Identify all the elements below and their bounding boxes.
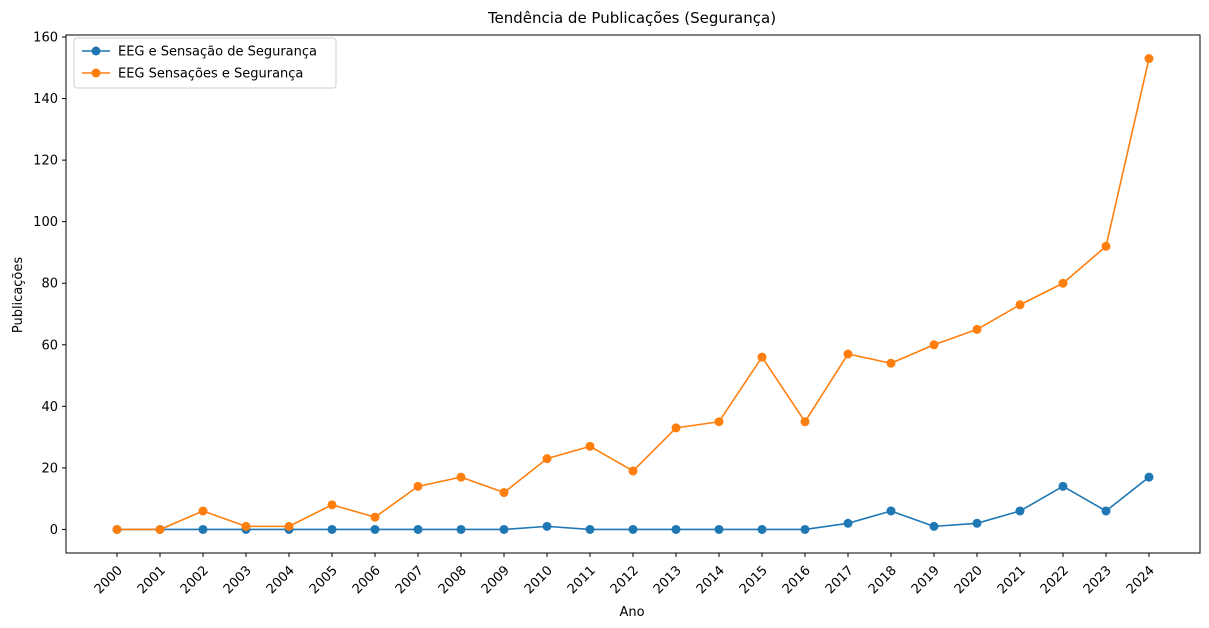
x-tick-label: 2018 <box>866 563 900 597</box>
series-2-point <box>886 358 896 368</box>
y-tick-label: 60 <box>41 338 58 353</box>
legend: EEG e Sensação de Segurança EEG Sensações… <box>73 37 337 89</box>
y-axis-label: Publicações <box>11 257 26 334</box>
x-tick-label: 2002 <box>178 563 212 597</box>
series-1-point <box>843 518 853 528</box>
x-tick-label: 2001 <box>135 563 169 597</box>
series-1-point <box>542 521 552 531</box>
series-1-point <box>499 524 509 534</box>
series-1-point <box>370 524 380 534</box>
y-tick-label: 120 <box>33 154 58 169</box>
series-1-point <box>327 524 337 534</box>
series-1-point <box>1015 506 1025 516</box>
x-tick-label: 2008 <box>436 563 470 597</box>
legend-marker <box>91 46 101 56</box>
series-1-point <box>628 524 638 534</box>
series-2-point <box>155 524 165 534</box>
series-2-point <box>1101 241 1111 251</box>
y-tick-label: 20 <box>41 461 58 476</box>
x-tick-label: 2017 <box>823 563 857 597</box>
series-2-point <box>370 512 380 522</box>
x-tick-label: 2015 <box>737 563 771 597</box>
series-2-point <box>843 349 853 359</box>
y-tick-label: 100 <box>33 215 58 230</box>
x-tick-label: 2020 <box>952 563 986 597</box>
x-tick-label: 2007 <box>393 563 427 597</box>
series-2-point <box>542 454 552 464</box>
series-2-point <box>1144 54 1154 64</box>
x-tick-label: 2019 <box>909 563 943 597</box>
x-tick-label: 2013 <box>651 563 685 597</box>
x-tick-label: 2021 <box>995 563 1029 597</box>
y-tick-label: 140 <box>33 92 58 107</box>
legend-label: EEG Sensações e Segurança <box>118 67 303 82</box>
series-2-point <box>413 481 423 491</box>
series-2-point <box>972 324 982 334</box>
series-1-point <box>585 524 595 534</box>
legend-box <box>73 37 337 89</box>
series-2-point <box>284 521 294 531</box>
series-1-point <box>929 521 939 531</box>
series-2-point <box>198 506 208 516</box>
x-tick-label: 2010 <box>522 563 556 597</box>
x-tick-label: 2022 <box>1038 563 1072 597</box>
series-2-point <box>628 466 638 476</box>
series-1-point <box>198 524 208 534</box>
series-2-point <box>499 488 509 498</box>
series-2-point <box>1015 300 1025 310</box>
x-tick-label: 2011 <box>565 563 599 597</box>
y-tick-label: 160 <box>33 31 58 46</box>
x-tick-label: 2023 <box>1081 563 1115 597</box>
series-2-point <box>327 500 337 510</box>
series-1-point <box>714 524 724 534</box>
x-tick-label: 2014 <box>694 563 728 597</box>
series-2-point <box>1058 278 1068 288</box>
series-1-point <box>972 518 982 528</box>
x-tick-label: 2012 <box>608 563 642 597</box>
series-1-point <box>1101 506 1111 516</box>
legend-label: EEG e Sensação de Segurança <box>118 45 317 60</box>
series-2-point <box>800 417 810 427</box>
series-2-point <box>456 472 466 482</box>
series-1-point <box>1058 481 1068 491</box>
series-2-point <box>585 441 595 451</box>
y-tick-label: 0 <box>50 523 58 538</box>
series-line-2 <box>117 58 1150 531</box>
series-1-point <box>886 506 896 516</box>
series-1-point <box>413 524 423 534</box>
y-tick-label: 40 <box>41 400 58 415</box>
x-tick-label: 2000 <box>92 563 126 597</box>
series-2-point <box>929 340 939 350</box>
x-tick-label: 2004 <box>264 563 298 597</box>
series-2-point <box>757 352 767 362</box>
series-1-point <box>1144 472 1154 482</box>
chart-title: Tendência de Publicações (Segurança) <box>487 9 776 27</box>
x-tick-label: 2009 <box>479 563 513 597</box>
y-tick-label: 80 <box>41 277 58 292</box>
x-tick-label: 2003 <box>221 563 255 597</box>
series-2-point <box>714 417 724 427</box>
series-1-point <box>456 524 466 534</box>
x-tick-label: 2006 <box>350 563 384 597</box>
x-tick-label: 2016 <box>780 563 814 597</box>
legend-marker <box>91 68 101 78</box>
series-2-point <box>671 423 681 433</box>
series-2-point <box>112 524 122 534</box>
x-tick-label: 2005 <box>307 563 341 597</box>
series-1-point <box>671 524 681 534</box>
series-line-1 <box>117 476 1150 531</box>
series-2-point <box>241 521 251 531</box>
series-1-point <box>800 524 810 534</box>
series-1-point <box>757 524 767 534</box>
x-tick-label: 2024 <box>1124 563 1158 597</box>
x-axis-label: Ano <box>619 605 644 620</box>
